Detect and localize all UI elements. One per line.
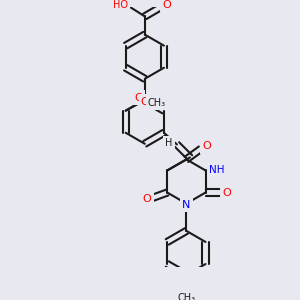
Text: O: O — [163, 0, 171, 10]
Text: O: O — [223, 188, 231, 197]
Text: CH₃: CH₃ — [148, 98, 166, 108]
Text: O: O — [143, 194, 152, 204]
Text: N: N — [182, 200, 190, 210]
Text: CH₃: CH₃ — [177, 293, 196, 300]
Text: H: H — [165, 138, 173, 148]
Text: O: O — [202, 141, 211, 152]
Text: O: O — [134, 92, 143, 103]
Text: HO: HO — [112, 0, 128, 10]
Text: NH: NH — [209, 165, 225, 176]
Text: O: O — [141, 97, 149, 106]
